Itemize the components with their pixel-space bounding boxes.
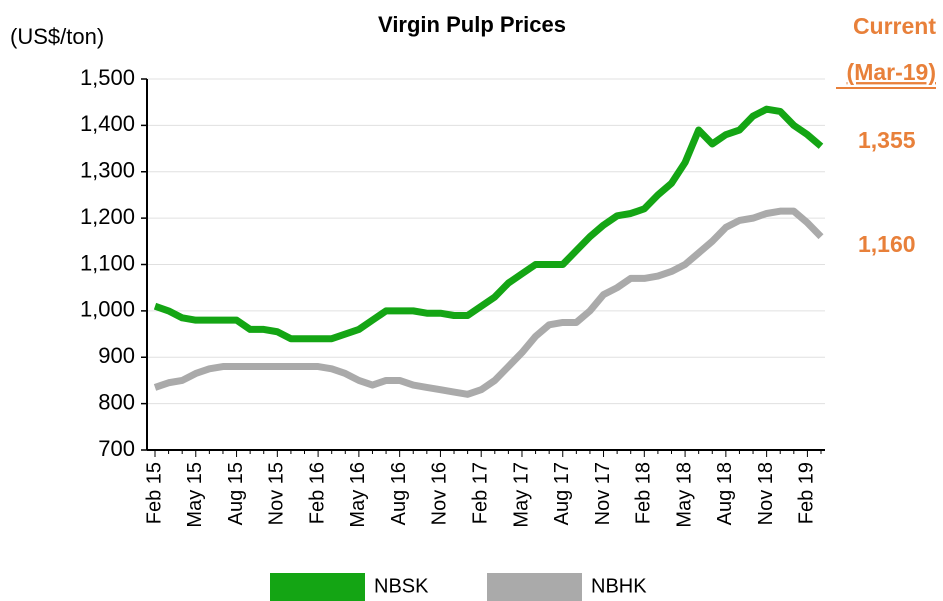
- x-tick-label: May 15: [184, 462, 206, 528]
- x-tick-label: May 16: [347, 462, 369, 528]
- legend-label: NBSK: [374, 575, 429, 597]
- legend-label: NBHK: [591, 575, 647, 597]
- x-tick-label: May 17: [510, 462, 532, 528]
- annotation: Current: [853, 13, 936, 39]
- annotation: 1,160: [858, 231, 916, 257]
- y-axis-label: (US$/ton): [10, 24, 104, 49]
- x-tick-label: Feb 15: [143, 462, 165, 524]
- y-tick-label: 1,300: [80, 158, 135, 183]
- y-tick-label: 900: [98, 343, 135, 368]
- x-tick-label: Feb 17: [469, 462, 491, 524]
- legend-swatch: [270, 573, 365, 601]
- x-tick-label: Aug 16: [388, 462, 410, 525]
- x-tick-label: Aug 17: [551, 462, 573, 525]
- x-tick-label: Feb 16: [306, 462, 328, 524]
- y-tick-label: 1,200: [80, 204, 135, 229]
- x-tick-label: Feb 18: [633, 462, 655, 524]
- y-tick-label: 1,500: [80, 65, 135, 90]
- series-line: [153, 207, 824, 398]
- y-tick-label: 1,400: [80, 111, 135, 136]
- x-tick-label: Nov 18: [755, 462, 777, 525]
- x-tick-label: Aug 18: [714, 462, 736, 525]
- x-tick-label: Nov 16: [429, 462, 451, 525]
- annotation: 1,355: [858, 127, 916, 153]
- x-tick-label: Feb 19: [796, 462, 818, 524]
- x-tick-label: Nov 15: [266, 462, 288, 525]
- y-tick-label: 700: [98, 436, 135, 461]
- y-tick-label: 800: [98, 389, 135, 414]
- chart-title: Virgin Pulp Prices: [378, 12, 566, 37]
- series-line: [153, 105, 824, 343]
- x-tick-label: May 18: [673, 462, 695, 528]
- y-tick-label: 1,100: [80, 250, 135, 275]
- annotation: (Mar-19): [847, 59, 936, 85]
- x-tick-label: Nov 17: [592, 462, 614, 525]
- legend-swatch: [487, 573, 582, 601]
- y-tick-label: 1,000: [80, 297, 135, 322]
- x-tick-label: Aug 15: [225, 462, 247, 525]
